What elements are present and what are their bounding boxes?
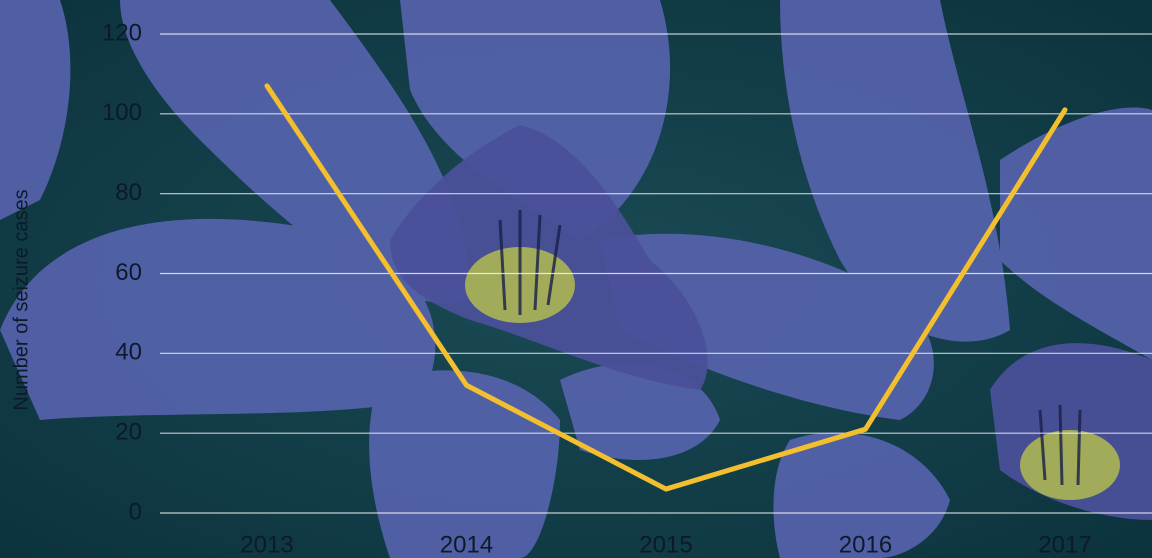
x-tick-label: 2014 [440, 531, 493, 558]
x-tick-label: 2016 [839, 531, 892, 558]
y-axis-label: Number of seizure cases [10, 189, 32, 410]
y-tick-label: 40 [115, 339, 142, 366]
x-tick-label: 2013 [240, 531, 293, 558]
background [0, 0, 1152, 558]
y-tick-label: 80 [115, 179, 142, 206]
chart: Number of seizure cases 0 20 40 60 80 100 120 2… [0, 0, 1152, 558]
y-tick-label: 0 [129, 498, 142, 525]
x-tick-label: 2017 [1038, 531, 1091, 558]
x-tick-label: 2015 [639, 531, 692, 558]
y-tick-label: 120 [102, 19, 142, 46]
y-tick-label: 60 [115, 259, 142, 286]
y-tick-label: 100 [102, 99, 142, 126]
y-tick-label: 20 [115, 419, 142, 446]
